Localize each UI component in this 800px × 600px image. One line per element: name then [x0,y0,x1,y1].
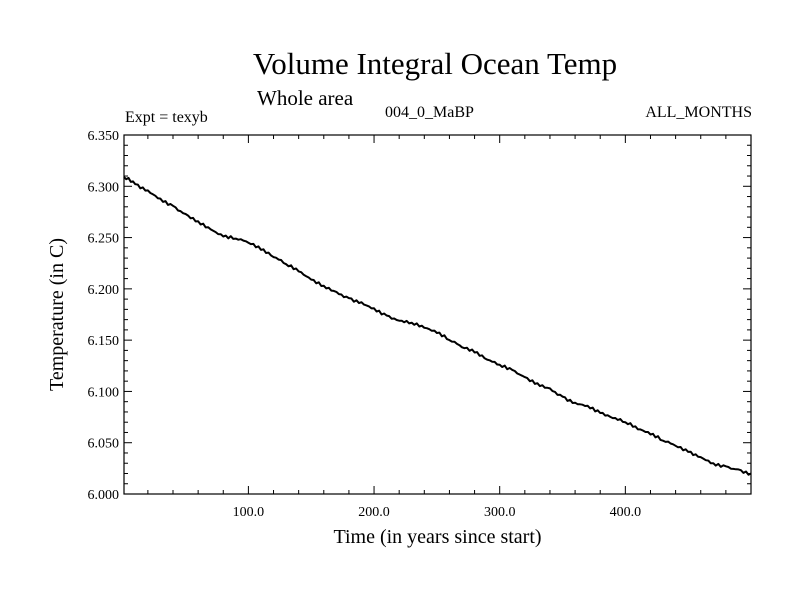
x-tick-label: 200.0 [358,505,390,520]
y-tick-label: 6.050 [88,437,120,452]
chart-subtitle: Whole area [257,86,354,110]
x-tick-label: 100.0 [233,505,265,520]
period-label: 004_0_MaBP [385,104,474,121]
y-tick-label: 6.100 [88,385,120,400]
experiment-label: Expt = texyb [125,109,208,126]
chart-title: Volume Integral Ocean Temp [252,46,618,81]
x-tick-label: 400.0 [610,505,642,520]
y-tick-label: 6.250 [88,232,120,247]
axis-tick-labels: 6.000 6.050 6.100 6.150 6.200 6.250 6.300 6.350… [88,129,642,520]
months-label: ALL_MONTHS [645,104,752,121]
y-tick-label: 6.150 [88,334,120,349]
x-tick-label: 300.0 [484,505,516,520]
axis-ticks [124,134,751,495]
y-tick-label: 6.300 [88,180,120,195]
y-axis-label: Temperature (in C) [46,238,68,391]
y-tick-label: 6.000 [88,488,120,503]
plot-frame [123,134,752,495]
y-tick-label: 6.200 [88,283,120,298]
x-axis-label: Time (in years since start) [333,526,541,548]
y-tick-label: 6.350 [88,129,120,144]
temperature-series-line [123,176,752,476]
